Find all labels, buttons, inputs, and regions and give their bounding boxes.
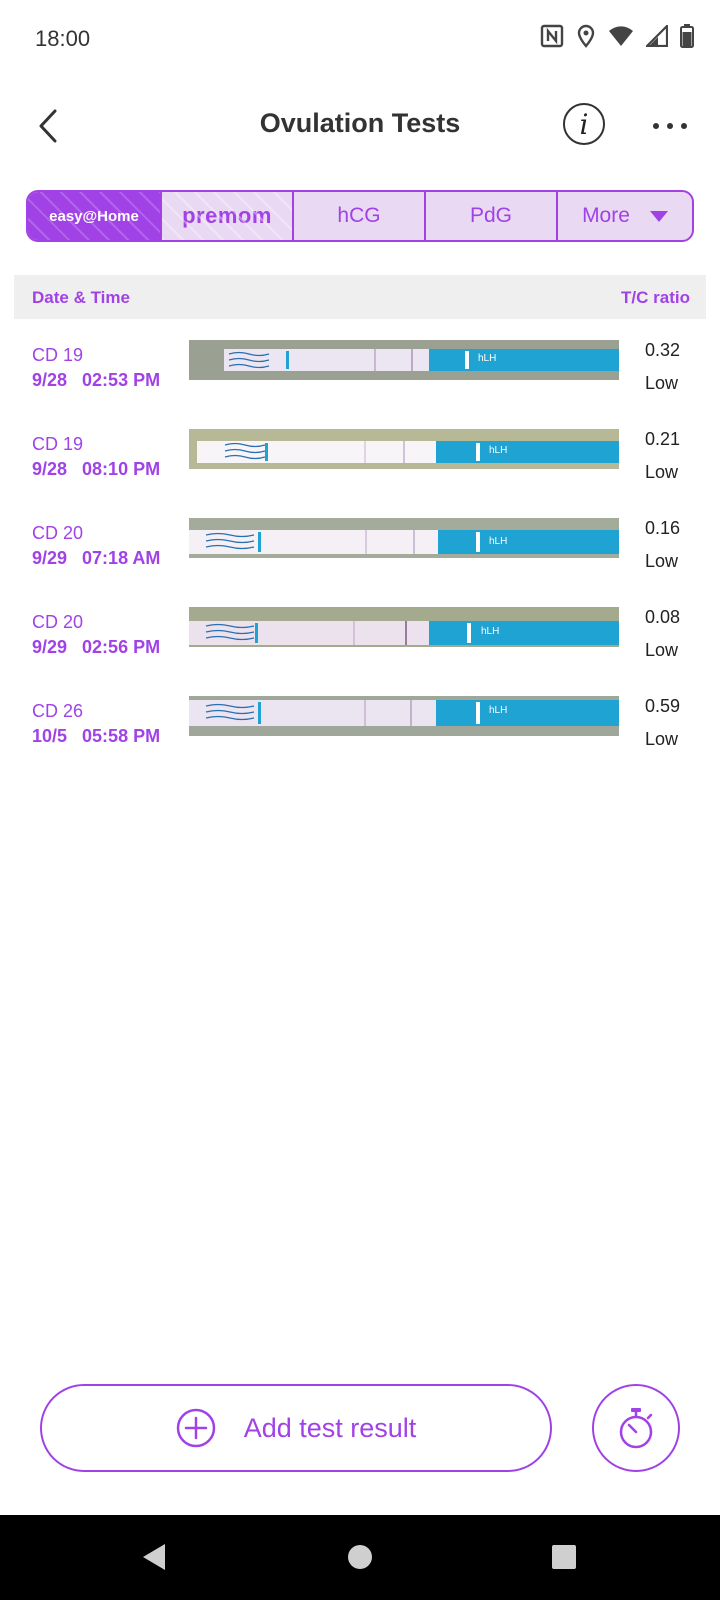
location-icon (577, 24, 595, 48)
test-strip-image: hLH (189, 607, 619, 647)
add-test-result-button[interactable]: Add test result (40, 1384, 552, 1472)
tc-ratio-value: 0.59 (645, 696, 681, 716)
strip-label: hLH (489, 445, 507, 456)
lh-level: Low (645, 729, 679, 749)
lh-level: Low (645, 640, 679, 660)
tab-pattern (28, 192, 160, 240)
signal-icon (646, 25, 668, 47)
nav-back-button[interactable] (134, 1537, 174, 1577)
tc-ratio-value: 0.32 (645, 340, 681, 360)
strip-label: hLH (478, 353, 496, 364)
tab-more-dropdown[interactable]: More (558, 192, 692, 240)
nav-back-icon (143, 1544, 165, 1570)
back-button[interactable] (28, 102, 68, 150)
table-header: Date & Time T/C ratio (14, 275, 706, 319)
tab-hcg-label: hCG (337, 204, 381, 227)
tab-more-label: More (582, 204, 630, 227)
test-row[interactable]: CD 20 9/29 02:56 PM hLH 0.08 Low (0, 607, 720, 687)
test-strip-image: hLH (189, 696, 619, 736)
strip-label: hLH (481, 626, 499, 637)
battery-icon (680, 24, 694, 48)
nav-home-button[interactable] (340, 1537, 380, 1577)
cycle-day: CD 26 (32, 701, 84, 721)
cycle-day: CD 19 (32, 345, 84, 365)
dropdown-triangle-icon (649, 210, 668, 222)
test-strip-image: hLH (189, 518, 619, 558)
lh-level: Low (645, 551, 679, 571)
timer-button[interactable] (592, 1384, 680, 1472)
nfc-icon (540, 24, 564, 48)
tab-pdg[interactable]: PdG (426, 192, 558, 240)
lh-level: Low (645, 373, 679, 393)
test-strip-image: hLH (189, 429, 619, 469)
test-strip-image: hLH (189, 340, 619, 380)
strip-label: hLH (489, 536, 507, 547)
timer-icon (619, 1408, 653, 1449)
status-icons (540, 24, 694, 48)
test-type-tabs: easy@Home premom hCG PdG More (26, 190, 694, 242)
cycle-day: CD 20 (32, 523, 84, 543)
plus-circle-icon (176, 1408, 215, 1448)
page-title: Ovulation Tests (259, 108, 461, 138)
nav-recents-button[interactable] (544, 1537, 584, 1577)
back-arrow-icon (39, 109, 57, 143)
test-datetime: 9/28 08:10 PM (32, 459, 161, 479)
premom-logo: premom (182, 203, 272, 228)
tc-ratio-value: 0.21 (645, 429, 681, 449)
test-datetime: 9/28 02:53 PM (32, 370, 161, 390)
nav-home-icon (348, 1545, 372, 1569)
system-navigation-bar (0, 1515, 720, 1600)
test-row[interactable]: CD 19 9/28 08:10 PM hLH 0.21 Low (0, 429, 720, 509)
tc-ratio-value: 0.08 (645, 607, 681, 627)
tab-premom[interactable]: premom (162, 192, 294, 240)
column-header-ratio: T/C ratio (621, 288, 690, 307)
status-bar: 18:00 (0, 0, 720, 76)
status-time: 18:00 (35, 26, 91, 51)
tab-easy-home[interactable]: easy@Home (28, 192, 162, 240)
test-row[interactable]: CD 20 9/29 07:18 AM hLH 0.16 Low (0, 518, 720, 598)
more-options-button[interactable] (650, 106, 690, 146)
add-test-result-label: Add test result (243, 1412, 417, 1443)
lh-level: Low (645, 462, 679, 482)
app-bar: Ovulation Tests i (0, 84, 720, 168)
tab-pdg-label: PdG (469, 204, 513, 227)
column-header-date: Date & Time (32, 288, 130, 307)
test-row[interactable]: CD 19 9/28 02:53 PM hLH 0.32 Low (0, 340, 720, 420)
wifi-icon (609, 26, 633, 46)
test-datetime: 9/29 07:18 AM (32, 548, 161, 568)
test-row[interactable]: CD 26 10/5 05:58 PM hLH 0.59 Low (0, 696, 720, 776)
info-button[interactable]: i (563, 103, 605, 145)
tc-ratio-value: 0.16 (645, 518, 681, 538)
tab-hcg[interactable]: hCG (294, 192, 426, 240)
strip-label: hLH (489, 705, 507, 716)
info-icon: i (579, 107, 589, 141)
easy-home-logo: easy@Home (49, 207, 139, 225)
tab-pattern (162, 192, 292, 240)
cycle-day: CD 19 (32, 434, 84, 454)
cycle-day: CD 20 (32, 612, 84, 632)
test-datetime: 10/5 05:58 PM (32, 726, 161, 746)
nav-recents-icon (552, 1545, 576, 1569)
more-horizontal-icon (653, 123, 687, 129)
test-datetime: 9/29 02:56 PM (32, 637, 161, 657)
